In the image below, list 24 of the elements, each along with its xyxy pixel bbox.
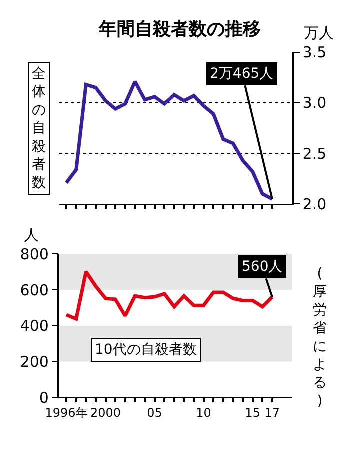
y-tick-label: 800 <box>20 245 49 264</box>
annotation: 10代の自殺者数 <box>95 342 197 358</box>
text: (厚労省による) <box>313 266 327 410</box>
y-tick-label: 3.5 <box>302 44 327 62</box>
x-tick-label: 1996年 <box>45 406 88 420</box>
chart-title: 年間自殺者数の推移 <box>98 19 261 40</box>
y-tick-label: 2.0 <box>302 195 327 214</box>
y-axis-title: 万人 <box>304 24 334 42</box>
text: 全体の自殺者数 <box>32 66 46 192</box>
y-tick-label: 3.0 <box>302 94 327 112</box>
x-tick-label: 2000 <box>90 406 122 420</box>
line-series <box>64 80 274 201</box>
x-tick-label: 15 <box>245 406 260 420</box>
y-axis-title: 人 <box>24 226 39 244</box>
y-tick-label: 600 <box>20 281 49 300</box>
x-tick-label: 10 <box>196 406 212 420</box>
x-tick-label: 05 <box>147 406 162 420</box>
y-tick-label: 200 <box>20 353 49 372</box>
y-tick-label: 0 <box>39 388 49 407</box>
y-tick-label: 400 <box>20 317 49 336</box>
y-tick-label: 2.5 <box>302 144 327 163</box>
x-tick-label: 17 <box>264 406 280 420</box>
annotation: 2万465人 <box>210 66 274 82</box>
annotation: 560人 <box>242 259 283 275</box>
